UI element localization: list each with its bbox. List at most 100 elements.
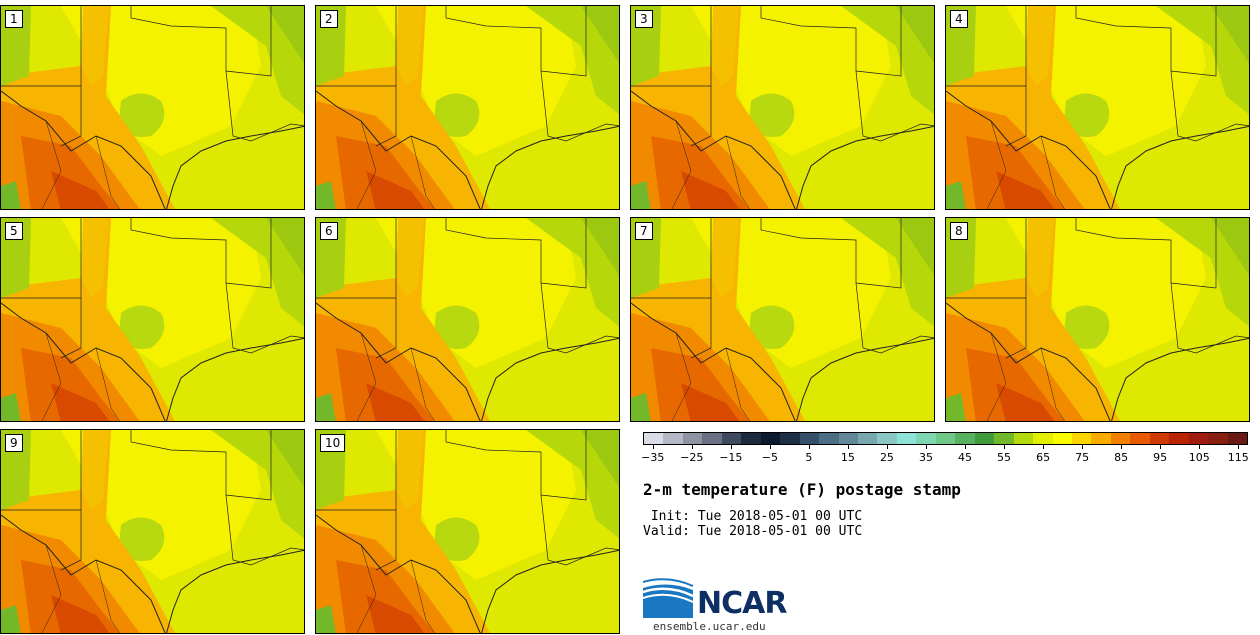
colorbar-segment <box>682 433 703 444</box>
colorbar-tick-label: 115 <box>1227 451 1249 464</box>
colorbar-segment <box>741 433 761 444</box>
colorbar-tick <box>1160 445 1162 449</box>
colorbar-tick-label: 85 <box>1114 451 1129 464</box>
panel-number-label: 10 <box>320 434 346 452</box>
colorbar-tick <box>1082 445 1084 449</box>
panel-number-label: 1 <box>5 10 23 28</box>
colorbar-segment <box>1013 433 1034 444</box>
colorbar-segment <box>1208 433 1228 444</box>
colorbar-tick <box>652 445 654 449</box>
colorbar-segment <box>819 433 839 444</box>
colorbar-tick-label: 15 <box>840 451 855 464</box>
colorbar-tick <box>1199 445 1201 449</box>
colorbar-segment <box>663 433 683 444</box>
colorbar-segment <box>1169 433 1189 444</box>
panel-number-label: 9 <box>5 434 23 452</box>
temperature-map <box>946 218 1249 421</box>
colorbar-segment <box>857 433 878 444</box>
panel-number-label: 3 <box>635 10 653 28</box>
colorbar-segment <box>1052 433 1072 444</box>
panel-number-label: 8 <box>950 222 968 240</box>
logo-url: ensemble.ucar.edu <box>653 620 766 633</box>
temperature-map <box>1 430 304 633</box>
colorbar-tick <box>965 445 967 449</box>
colorbar-ticks: −35 −25 −15 −5 5 15 25 35 45 55 65 75 85 95 105 115 <box>641 445 1249 465</box>
colorbar-tick-label: 5 <box>805 451 813 464</box>
colorbar-tick-label: −25 <box>680 451 704 464</box>
colorbar-segment <box>1071 433 1092 444</box>
colorbar-tick <box>769 445 771 449</box>
postage-stamp-panel-8: 8 <box>945 217 1250 422</box>
colorbar-tick <box>1004 445 1006 449</box>
plot-title: 2-m temperature (F) postage stamp <box>643 480 961 499</box>
postage-stamp-panel-6: 6 <box>315 217 620 422</box>
postage-stamp-panel-3: 3 <box>630 5 935 210</box>
temperature-map <box>316 218 619 421</box>
panel-number-label: 6 <box>320 222 338 240</box>
colorbar-tick <box>925 445 927 449</box>
colorbar-tick <box>1121 445 1123 449</box>
colorbar-segment <box>1091 433 1111 444</box>
colorbar-segment <box>702 433 722 444</box>
postage-stamp-panel-7: 7 <box>630 217 935 422</box>
colorbar-segment <box>780 433 800 444</box>
valid-time: Valid: Tue 2018-05-01 00 UTC <box>643 524 863 539</box>
ncar-logo-icon <box>643 578 694 618</box>
colorbar-segment <box>721 433 742 444</box>
colorbar-tick <box>730 445 732 449</box>
panel-number-label: 4 <box>950 10 968 28</box>
panel-number-label: 2 <box>320 10 338 28</box>
colorbar-segment <box>1130 433 1150 444</box>
colorbar-segment <box>838 433 858 444</box>
temperature-map <box>1 6 304 209</box>
temperature-map <box>631 218 934 421</box>
postage-stamp-panel-2: 2 <box>315 5 620 210</box>
colorbar-segment <box>1033 433 1053 444</box>
temperature-map <box>946 6 1249 209</box>
temperature-map <box>316 6 619 209</box>
colorbar-segment <box>955 433 975 444</box>
colorbar-segment <box>1188 433 1209 444</box>
colorbar-tick-label: 65 <box>1036 451 1051 464</box>
colorbar-segment <box>1110 433 1131 444</box>
colorbar-tick-label: 55 <box>997 451 1012 464</box>
colorbar-tick <box>886 445 888 449</box>
colorbar-segment <box>994 433 1014 444</box>
colorbar-tick <box>808 445 810 449</box>
panel-number-label: 7 <box>635 222 653 240</box>
init-time: Init: Tue 2018-05-01 00 UTC <box>643 509 863 524</box>
colorbar-tick-label: 25 <box>879 451 894 464</box>
colorbar-tick <box>1043 445 1045 449</box>
colorbar-segment <box>1149 433 1170 444</box>
temperature-map <box>631 6 934 209</box>
postage-stamp-panel-4: 4 <box>945 5 1250 210</box>
colorbar-segment <box>760 433 781 444</box>
colorbar-tick-label: 95 <box>1153 451 1168 464</box>
colorbar-tick <box>1238 445 1240 449</box>
colorbar-segment <box>1227 433 1248 444</box>
colorbar-tick <box>691 445 693 449</box>
colorbar-segment <box>974 433 995 444</box>
colorbar-tick <box>847 445 849 449</box>
colorbar-segment <box>916 433 936 444</box>
ncar-logo-text: NCAR <box>697 586 787 621</box>
postage-stamp-panel-10: 10 <box>315 429 620 634</box>
colorbar-tick-label: 45 <box>958 451 973 464</box>
postage-stamp-panel-1: 1 <box>0 5 305 210</box>
colorbar-tick-label: −5 <box>761 451 778 464</box>
colorbar-tick-label: −35 <box>641 451 665 464</box>
colorbar <box>643 432 1248 445</box>
colorbar-segment <box>896 433 917 444</box>
colorbar-segment <box>799 433 820 444</box>
colorbar-segment <box>877 433 897 444</box>
colorbar-segment <box>644 433 664 444</box>
temperature-map <box>316 430 619 633</box>
panel-number-label: 5 <box>5 222 23 240</box>
colorbar-tick-label: −15 <box>719 451 743 464</box>
colorbar-tick-label: 105 <box>1188 451 1210 464</box>
colorbar-tick-label: 35 <box>918 451 933 464</box>
temperature-map <box>1 218 304 421</box>
postage-stamp-panel-9: 9 <box>0 429 305 634</box>
colorbar-tick-label: 75 <box>1075 451 1090 464</box>
postage-stamp-panel-5: 5 <box>0 217 305 422</box>
